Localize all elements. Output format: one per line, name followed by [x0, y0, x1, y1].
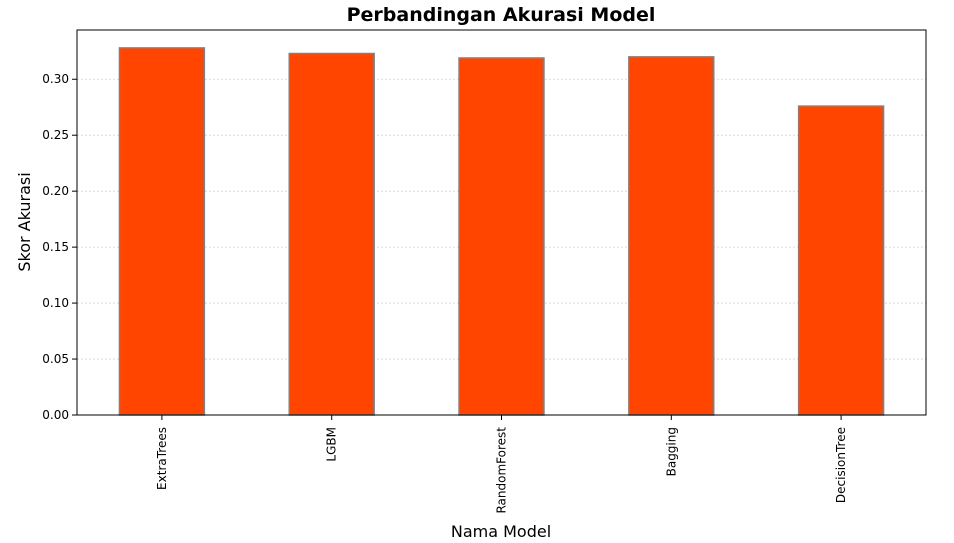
- y-tick-label: 0.10: [42, 296, 69, 310]
- y-tick-label: 0.00: [42, 408, 69, 422]
- y-axis-label: Skor Akurasi: [15, 172, 34, 271]
- chart-title: Perbandingan Akurasi Model: [347, 4, 656, 26]
- x-axis-ticks: ExtraTrees LGBM RandomForest Bagging Decisio…: [155, 415, 848, 514]
- bar-lgbm: [288, 52, 375, 416]
- x-tick-label: ExtraTrees: [155, 427, 169, 490]
- y-tick-label: 0.20: [42, 184, 69, 198]
- bars: [118, 47, 885, 416]
- x-axis-label: Nama Model: [451, 522, 551, 541]
- y-tick-label: 0.25: [42, 128, 69, 142]
- x-tick-label: Bagging: [664, 427, 678, 476]
- y-tick-label: 0.30: [42, 72, 69, 86]
- bar-bagging: [628, 56, 715, 416]
- bar-randomforest: [458, 57, 545, 416]
- y-axis-ticks: 0.00 0.05 0.10 0.15 0.20 0.25 0.30: [42, 72, 77, 422]
- x-tick-label: LGBM: [325, 427, 339, 462]
- y-tick-label: 0.15: [42, 240, 69, 254]
- bar-extratrees: [118, 47, 206, 416]
- y-tick-label: 0.05: [42, 352, 69, 366]
- x-tick-label: RandomForest: [495, 427, 509, 514]
- x-tick-label: DecisionTree: [834, 427, 848, 503]
- bar-decisiontree: [797, 105, 885, 416]
